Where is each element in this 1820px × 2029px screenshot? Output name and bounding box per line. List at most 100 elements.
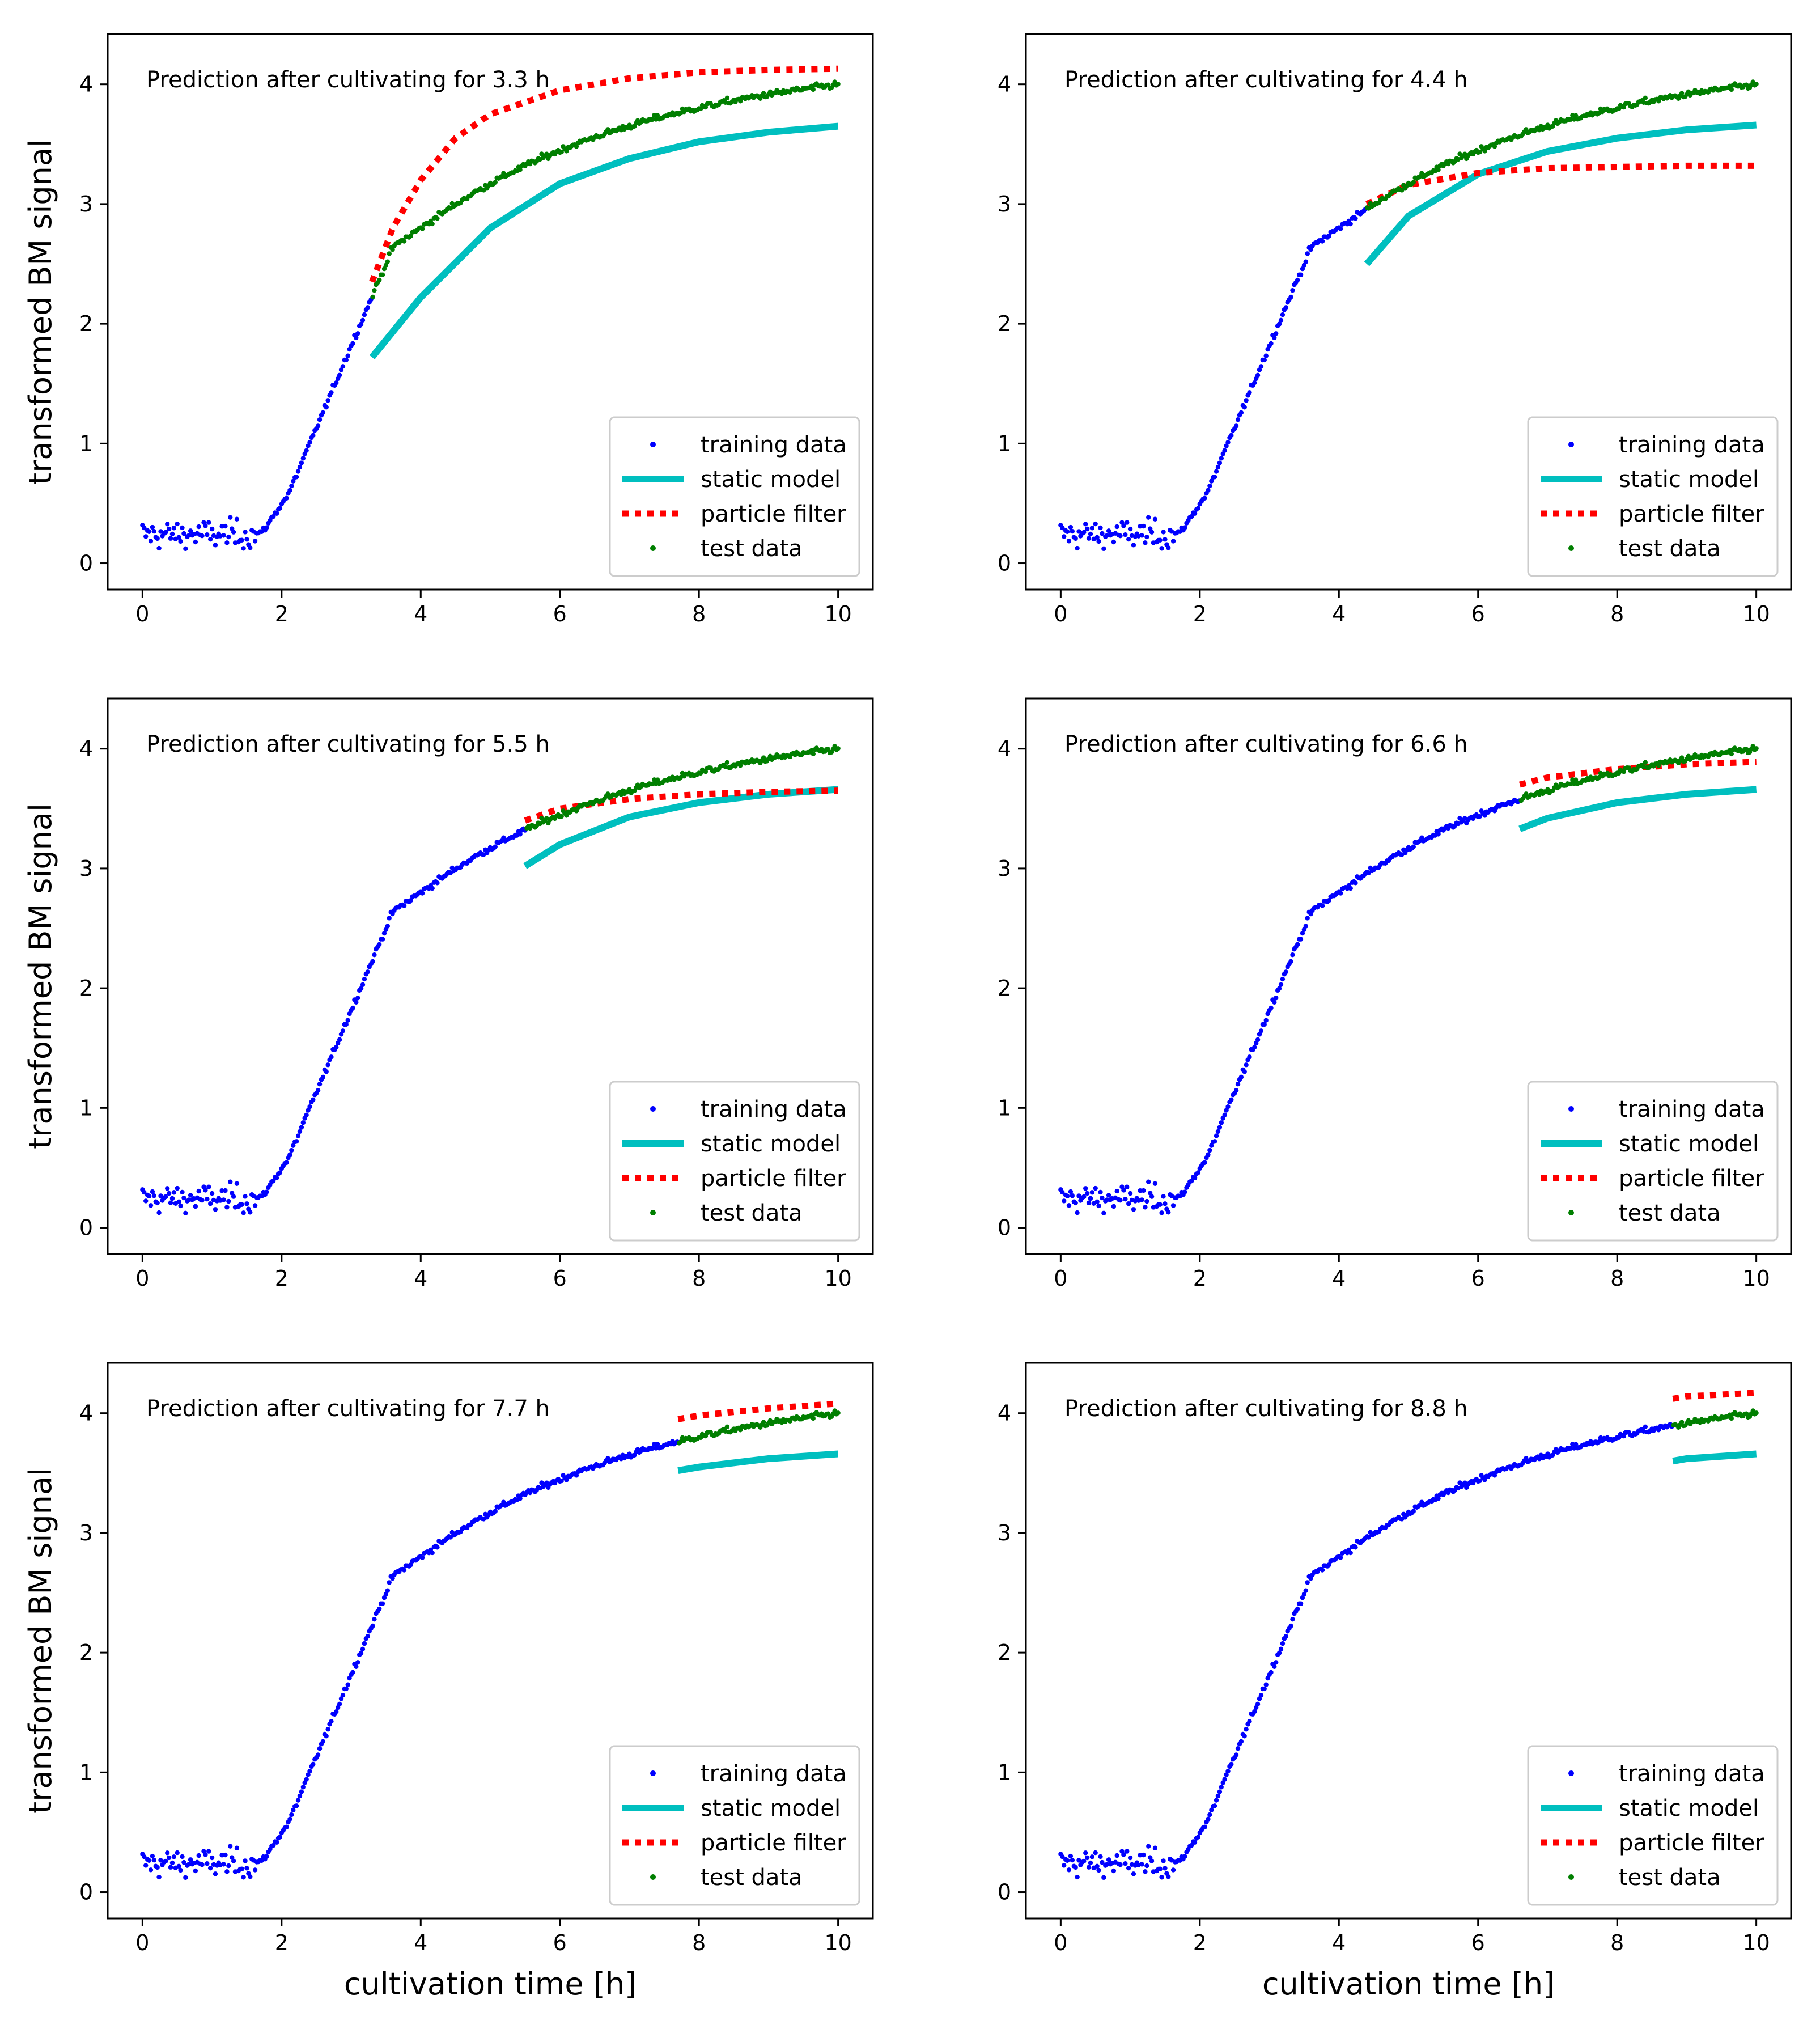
training-data-point: [241, 1210, 246, 1215]
training-data-point: [325, 398, 330, 403]
training-data-point: [354, 999, 359, 1005]
training-data-point: [180, 525, 185, 531]
training-data-point: [358, 986, 364, 991]
legend-label-static: static model: [701, 1795, 841, 1822]
test-data-point: [401, 239, 407, 244]
training-data-point: [1152, 516, 1158, 522]
y-tick-label: 2: [79, 1640, 93, 1665]
training-data-point: [1258, 1028, 1264, 1033]
training-data-point: [1338, 226, 1343, 231]
training-data-point: [1146, 1179, 1151, 1184]
training-data-point: [385, 924, 391, 929]
x-tick-label: 0: [1054, 1266, 1067, 1291]
legend: training data static model particle filter…: [609, 416, 860, 577]
training-data-point: [243, 530, 248, 535]
training-data-point: [1084, 1855, 1090, 1861]
training-data-point: [1219, 1120, 1224, 1125]
training-data-point: [1098, 525, 1103, 531]
training-data-point: [1192, 1840, 1198, 1845]
training-data-point: [1477, 1479, 1482, 1484]
training-data-point: [181, 1859, 186, 1865]
test-data-point: [370, 294, 375, 300]
training-data-point: [1170, 1867, 1176, 1873]
training-data-point: [221, 1862, 226, 1867]
training-data-point: [362, 1641, 367, 1646]
training-data-point: [340, 1693, 346, 1698]
training-data-point: [156, 1874, 162, 1880]
training-data-point: [365, 305, 370, 310]
training-data-point: [435, 1545, 440, 1550]
legend-frame: [609, 1081, 860, 1242]
training-data-point: [1274, 996, 1279, 1001]
x-axis-label: cultivation time [h]: [1262, 1966, 1555, 2002]
training-data-point: [1217, 460, 1223, 465]
training-data-point: [223, 1852, 228, 1858]
training-data-point: [1100, 1195, 1105, 1201]
test-data-point: [1573, 113, 1579, 118]
training-data-point: [360, 982, 366, 988]
training-data-point: [324, 1069, 329, 1074]
training-data-point: [320, 410, 326, 416]
training-data-point: [350, 1005, 355, 1011]
training-data-point: [1235, 417, 1241, 422]
legend-label-particle: particle filter: [701, 501, 846, 527]
test-data-point: [1679, 91, 1685, 96]
training-data-point: [1106, 528, 1111, 533]
training-data-point: [1225, 439, 1231, 445]
training-data-point: [1096, 1203, 1101, 1209]
training-data-point: [1209, 478, 1214, 484]
legend: training data static model particle filter…: [1527, 416, 1779, 577]
training-data-point: [1348, 221, 1353, 227]
legend-frame: [609, 416, 860, 577]
training-data-point: [1126, 1865, 1131, 1871]
training-data-point: [284, 1824, 289, 1829]
training-data-point: [1217, 1789, 1223, 1794]
training-data-point: [1269, 341, 1274, 346]
training-data-point: [1088, 1860, 1093, 1866]
training-data-point: [1143, 1869, 1148, 1874]
training-data-point: [306, 443, 311, 448]
training-data-point: [1121, 523, 1126, 528]
training-data-point: [1064, 529, 1070, 535]
training-data-point: [372, 1616, 377, 1622]
training-data-point: [304, 448, 309, 453]
training-data-point: [1572, 1446, 1577, 1451]
training-data-point: [329, 390, 334, 395]
training-data-point: [1118, 1197, 1123, 1203]
training-data-point: [291, 478, 296, 484]
training-data-point: [1278, 317, 1284, 323]
panel-title: Prediction after cultivating for 7.7 h: [146, 1396, 550, 1422]
training-data-point: [1066, 539, 1072, 544]
training-data-point: [188, 528, 193, 533]
training-data-point: [329, 1054, 334, 1060]
y-tick-label: 0: [998, 551, 1011, 576]
training-data-point: [1093, 1185, 1098, 1191]
legend-label-particle: particle filter: [1619, 1166, 1764, 1192]
training-data-point: [1242, 1069, 1247, 1074]
training-data-point: [243, 1858, 248, 1863]
training-data-point: [1166, 1874, 1171, 1879]
test-data-point: [380, 272, 385, 277]
test-data-point: [1743, 82, 1749, 87]
training-data-point: [307, 1104, 312, 1109]
training-data-point: [196, 524, 201, 530]
training-data-point: [299, 1125, 304, 1130]
training-data-point: [297, 1129, 303, 1134]
training-data-point: [234, 1845, 240, 1850]
training-data-point: [206, 520, 211, 525]
training-data-point: [1283, 305, 1288, 310]
training-data-point: [1215, 1129, 1221, 1134]
training-data-point: [294, 1139, 299, 1144]
training-data-point: [1206, 1816, 1211, 1822]
training-data-point: [193, 1204, 198, 1209]
training-data-point: [231, 1858, 236, 1863]
training-data-point: [315, 1088, 321, 1093]
training-data-point: [377, 1606, 382, 1612]
panel-title: Prediction after cultivating for 6.6 h: [1064, 731, 1468, 757]
training-data-point: [408, 898, 413, 903]
training-data-point: [1060, 1189, 1065, 1195]
training-data-point: [390, 1575, 395, 1581]
training-data-point: [1114, 524, 1119, 530]
training-data-point: [1106, 1193, 1111, 1198]
training-data-point: [1280, 1641, 1286, 1646]
